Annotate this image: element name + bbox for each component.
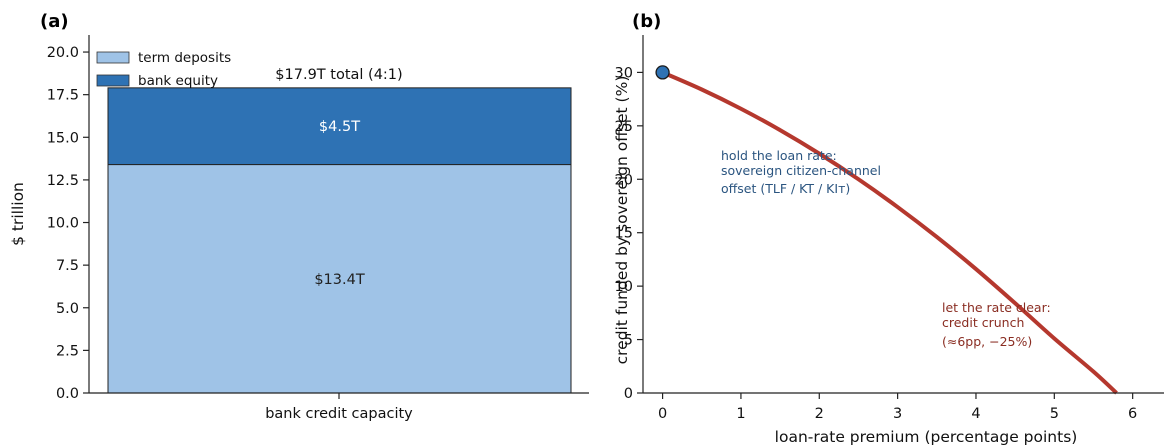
panel-b-x-tick-label: 1 bbox=[736, 406, 745, 422]
panel-b-label: (b) bbox=[632, 11, 661, 32]
annotation-hold-line-2: sovereign citizen-channel bbox=[721, 163, 881, 178]
panel-a-y-tick-label: 10.0 bbox=[47, 216, 79, 232]
annotation-clear-line-2: credit crunch bbox=[942, 315, 1024, 330]
panel-b-x-tick-label: 6 bbox=[1128, 406, 1137, 422]
panel-b-y-tick-label: 30 bbox=[615, 65, 633, 81]
panel-a-y-tick-label: 20.0 bbox=[47, 45, 79, 61]
panel-b-x-tick-label: 2 bbox=[815, 406, 824, 422]
panel-a-x-tick-label: bank credit capacity bbox=[265, 406, 413, 422]
bar-term-deposits bbox=[107, 164, 572, 394]
annotation-clear-line-3: (≈6pp, −25%) bbox=[942, 334, 1032, 349]
panel-a-y-axis-title: $ trillion bbox=[9, 182, 27, 246]
panel-b-x-tick-label: 5 bbox=[1050, 406, 1059, 422]
annotation-hold-rate: hold the loan rate: sovereign citizen-ch… bbox=[721, 148, 881, 196]
panel-b-y-tick-label: 5 bbox=[624, 333, 633, 349]
panel-a-y-tick-label: 7.5 bbox=[56, 258, 79, 274]
panel-a-y-tick-label: 0.0 bbox=[56, 386, 79, 402]
annotation-let-rate-clear: let the rate clear: credit crunch (≈6pp,… bbox=[942, 300, 1051, 349]
panel-b-x-tick-label: 4 bbox=[971, 406, 980, 422]
panel-b-x-tick-label: 3 bbox=[893, 406, 902, 422]
panel-b-x-axis-title: loan-rate premium (percentage points) bbox=[775, 428, 1078, 446]
panel-a-y-tick-label: 2.5 bbox=[56, 343, 79, 359]
panel-a-y-tick-label: 12.5 bbox=[47, 173, 79, 189]
bar-term-deposits-value-label: $13.4T bbox=[314, 272, 365, 288]
legend-swatch-bank-equity bbox=[96, 74, 130, 87]
bar-bank-equity-value-label: $4.5T bbox=[319, 119, 360, 135]
panel-b-y-tick-label: 20 bbox=[615, 172, 633, 188]
panel-a-y-tick-label: 5.0 bbox=[56, 301, 79, 317]
start-point-marker bbox=[655, 65, 670, 80]
panel-a-y-tick-label: 17.5 bbox=[47, 88, 79, 104]
panel-b-y-axis-title: credit funded by sovereign offset (%) bbox=[613, 76, 631, 365]
bar-bank-equity bbox=[107, 87, 572, 166]
panel-b: (b) 0 5 10 15 20 25 30 0 1 2 3 4 5 6 credit funded b… bbox=[613, 11, 1164, 446]
total-label: $17.9T total (4:1) bbox=[275, 67, 402, 83]
panel-b-y-tick-label: 10 bbox=[615, 279, 633, 295]
annotation-hold-line-3: offset (TLF / KT / KIᴛ) bbox=[721, 181, 850, 196]
legend-label-term-deposits: term deposits bbox=[138, 50, 231, 66]
panel-b-y-tick-label: 0 bbox=[624, 386, 633, 402]
panel-b-y-tick-label: 25 bbox=[615, 119, 633, 135]
panel-a-legend: term deposits bank equity bbox=[96, 50, 231, 89]
panel-a-y-tick-label: 15.0 bbox=[47, 130, 79, 146]
legend-label-bank-equity: bank equity bbox=[138, 73, 218, 89]
panel-a-label: (a) bbox=[40, 11, 69, 32]
annotation-clear-line-1: let the rate clear: bbox=[942, 300, 1051, 315]
panel-b-x-tick-label: 0 bbox=[658, 406, 667, 422]
annotation-hold-line-1: hold the loan rate: bbox=[721, 148, 837, 163]
panel-b-y-tick-label: 15 bbox=[615, 226, 633, 242]
sovereign-offset-line bbox=[661, 70, 1118, 395]
legend-swatch-term-deposits bbox=[96, 51, 130, 64]
panel-a: (a) $13.4T $4.5T 0.0 2.5 5.0 7.5 10.0 12.5 15.0… bbox=[9, 11, 589, 422]
